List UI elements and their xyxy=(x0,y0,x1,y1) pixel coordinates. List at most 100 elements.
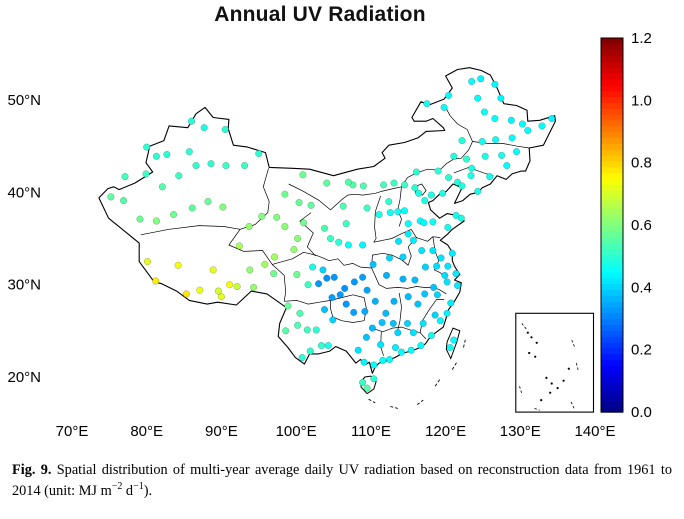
station-dot xyxy=(317,342,326,350)
station-dot xyxy=(143,258,152,266)
station-dot xyxy=(411,184,419,192)
station-dot xyxy=(359,378,367,387)
caption-unit-mid: d xyxy=(122,483,134,500)
station-dot xyxy=(270,253,279,261)
station-dot xyxy=(219,203,227,211)
colorbar-segment xyxy=(601,382,623,390)
province-boundary xyxy=(407,229,417,266)
province-boundary xyxy=(397,292,402,330)
inset-dash xyxy=(519,386,523,394)
station-dot xyxy=(518,120,527,128)
maritime-dash xyxy=(368,398,376,404)
station-dot xyxy=(255,150,263,158)
station-dot xyxy=(293,270,301,279)
station-dot xyxy=(375,210,383,219)
station-dot xyxy=(294,234,302,243)
station-dot xyxy=(368,324,376,332)
station-dot xyxy=(429,246,437,255)
station-dot xyxy=(175,172,183,180)
station-dot xyxy=(433,291,441,299)
station-dot xyxy=(538,122,546,130)
station-dot xyxy=(474,94,482,102)
station-dot xyxy=(394,237,403,245)
station-dot xyxy=(328,294,336,302)
station-dot xyxy=(436,317,444,325)
colorbar-segment xyxy=(601,260,623,267)
colorbar-segment xyxy=(601,201,623,209)
station-dot xyxy=(369,260,377,268)
station-dot xyxy=(378,318,386,327)
station-dot xyxy=(448,249,456,257)
colorbar-segment xyxy=(601,359,623,366)
station-dot xyxy=(512,148,521,156)
inset-island-dot xyxy=(562,379,565,382)
station-dot xyxy=(404,230,412,238)
station-dot xyxy=(409,236,417,244)
station-dot xyxy=(477,75,485,83)
station-dot xyxy=(385,355,394,364)
colorbar-segment xyxy=(601,184,623,191)
station-dot xyxy=(491,114,499,123)
station-dot xyxy=(192,162,200,170)
colorbar-segment xyxy=(601,394,623,402)
colorbar-segment xyxy=(601,353,623,361)
colorbar-segment xyxy=(601,388,623,396)
colorbar-tick-label: 0.8 xyxy=(631,155,652,172)
colorbar-segment xyxy=(601,125,623,133)
station-dot xyxy=(474,187,482,195)
x-tick-label: 100°E xyxy=(276,423,317,440)
china-boundary xyxy=(98,67,556,374)
station-dot xyxy=(458,137,466,145)
colorbar-segment xyxy=(601,49,623,57)
station-dot xyxy=(418,246,426,255)
colorbar-segment xyxy=(601,225,623,232)
chart-title: Annual UV Radiation xyxy=(214,3,426,26)
inset-island-dot xyxy=(550,382,553,385)
x-tick-label: 130°E xyxy=(500,423,541,440)
colorbar-segment xyxy=(601,289,623,296)
station-dot xyxy=(319,266,327,274)
station-dot xyxy=(453,178,462,186)
colorbar-segment xyxy=(601,213,623,220)
station-dot xyxy=(250,283,258,291)
station-dot xyxy=(458,182,466,190)
caption-body: Spatial distribution of multi-year avera… xyxy=(12,462,672,500)
station-dot xyxy=(344,241,352,249)
station-dot xyxy=(335,238,343,246)
station-dot xyxy=(158,183,166,191)
station-dot xyxy=(200,124,208,132)
station-dot xyxy=(363,286,371,294)
maritime-dash xyxy=(463,338,467,348)
station-dot xyxy=(196,286,204,294)
station-dot xyxy=(508,134,516,142)
station-dot xyxy=(445,174,453,182)
colorbar-segment xyxy=(601,207,623,215)
colorbar-segment xyxy=(601,242,623,250)
station-dot xyxy=(433,262,441,270)
maritime-dash xyxy=(416,399,424,406)
station-dot xyxy=(407,346,415,354)
station-dot xyxy=(342,220,350,228)
station-dot xyxy=(377,341,385,349)
colorbar-segment xyxy=(601,265,623,273)
station-dot xyxy=(350,308,358,316)
station-dot xyxy=(385,254,394,262)
station-dot xyxy=(187,117,196,125)
station-dot xyxy=(385,198,393,206)
colorbar-segment xyxy=(601,137,623,144)
station-dot xyxy=(284,302,292,310)
station-dot xyxy=(412,168,420,176)
station-dot xyxy=(390,297,398,305)
station-dot xyxy=(299,171,307,179)
x-tick-label: 70°E xyxy=(56,423,89,440)
station-dot xyxy=(427,331,435,339)
inset-island-dot xyxy=(528,351,531,355)
y-tick-label: 20°N xyxy=(7,369,41,386)
station-dot xyxy=(450,152,458,160)
station-dot xyxy=(417,342,425,350)
station-dot xyxy=(491,80,499,88)
x-tick-label: 90°E xyxy=(205,423,238,440)
station-dot xyxy=(204,198,212,206)
station-dot xyxy=(444,223,452,231)
